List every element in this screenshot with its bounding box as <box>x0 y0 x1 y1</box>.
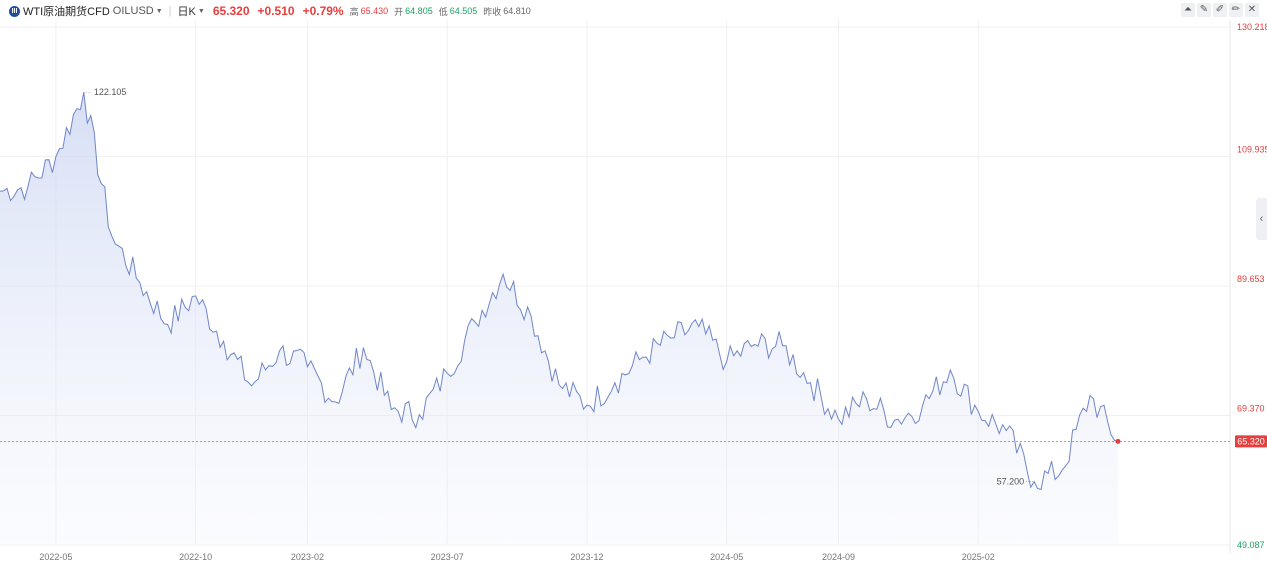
chart-type-icon[interactable]: ⏶ <box>1181 3 1195 17</box>
x-tick-label: 2022-05 <box>39 552 72 562</box>
x-axis: 2022-05 2022-10 2023-02 2023-07 2023-12 2024-… <box>39 552 994 562</box>
price-line <box>0 92 1119 491</box>
high-value: 65.430 <box>360 6 389 16</box>
prev-close-value: 64.810 <box>503 6 531 16</box>
min-label: 57.200 <box>997 477 1025 487</box>
price-change-pct: +0.79% <box>302 4 344 18</box>
y-tick-label: 109.935 <box>1237 145 1267 155</box>
y-tick-label: 49.087 <box>1237 540 1265 550</box>
draw-icon[interactable]: ✎ <box>1197 3 1211 17</box>
symbol-code[interactable]: OILUSD <box>112 5 154 17</box>
y-tick-label: 89.653 <box>1237 274 1265 284</box>
x-tick-label: 2025-02 <box>962 552 995 562</box>
pen-icon[interactable]: ✏ <box>1229 3 1243 17</box>
period-selector[interactable]: 日K <box>177 6 196 18</box>
max-label: 122.105 <box>94 87 127 97</box>
x-tick-label: 2023-12 <box>570 552 603 562</box>
low-label: 低 <box>438 6 448 17</box>
x-tick-label: 2022-10 <box>179 552 212 562</box>
x-tick-label: 2023-07 <box>431 552 464 562</box>
x-tick-label: 2024-09 <box>822 552 855 562</box>
chart-toolbar: ⏶ ✎ ✐ ✏ ✕ <box>1181 3 1259 17</box>
annotations: 122.105 57.200 <box>83 87 1035 487</box>
high-label: 高 <box>349 6 359 17</box>
low-value: 64.505 <box>449 6 478 16</box>
collapse-panel-icon[interactable]: ‹ <box>1256 198 1267 240</box>
divider: | <box>168 5 172 17</box>
last-price-marker <box>1115 438 1121 444</box>
last-price-tag <box>1235 435 1267 448</box>
period-dropdown-icon[interactable]: ▼ <box>197 7 205 15</box>
last-price: 65.320 <box>212 4 250 18</box>
x-tick-label: 2023-02 <box>291 552 324 562</box>
quote-header: III WTI原油期货CFD OILUSD ▼ | 日K ▼ 65.320 +0… <box>0 0 1267 22</box>
y-tick-label: 130.218 <box>1237 22 1267 32</box>
x-tick-label: 2024-05 <box>710 552 743 562</box>
open-value: 64.805 <box>405 6 433 16</box>
open-label: 开 <box>394 6 404 17</box>
prev-close-label: 昨收 <box>483 6 502 17</box>
symbol-logo-icon: III <box>9 5 20 17</box>
y-axis: 130.218 109.935 89.653 69.370 49.087 65.320 <box>1235 22 1267 550</box>
price-area <box>0 92 1118 545</box>
brush-icon[interactable]: ✐ <box>1213 3 1227 17</box>
last-price-tag-label: 65.320 <box>1237 436 1265 446</box>
symbol-dropdown-icon[interactable]: ▼ <box>155 7 163 15</box>
symbol-name[interactable]: WTI原油期货CFD <box>23 6 110 18</box>
y-tick-label: 69.370 <box>1237 403 1265 413</box>
price-change: +0.510 <box>257 4 295 18</box>
close-icon[interactable]: ✕ <box>1245 3 1259 17</box>
